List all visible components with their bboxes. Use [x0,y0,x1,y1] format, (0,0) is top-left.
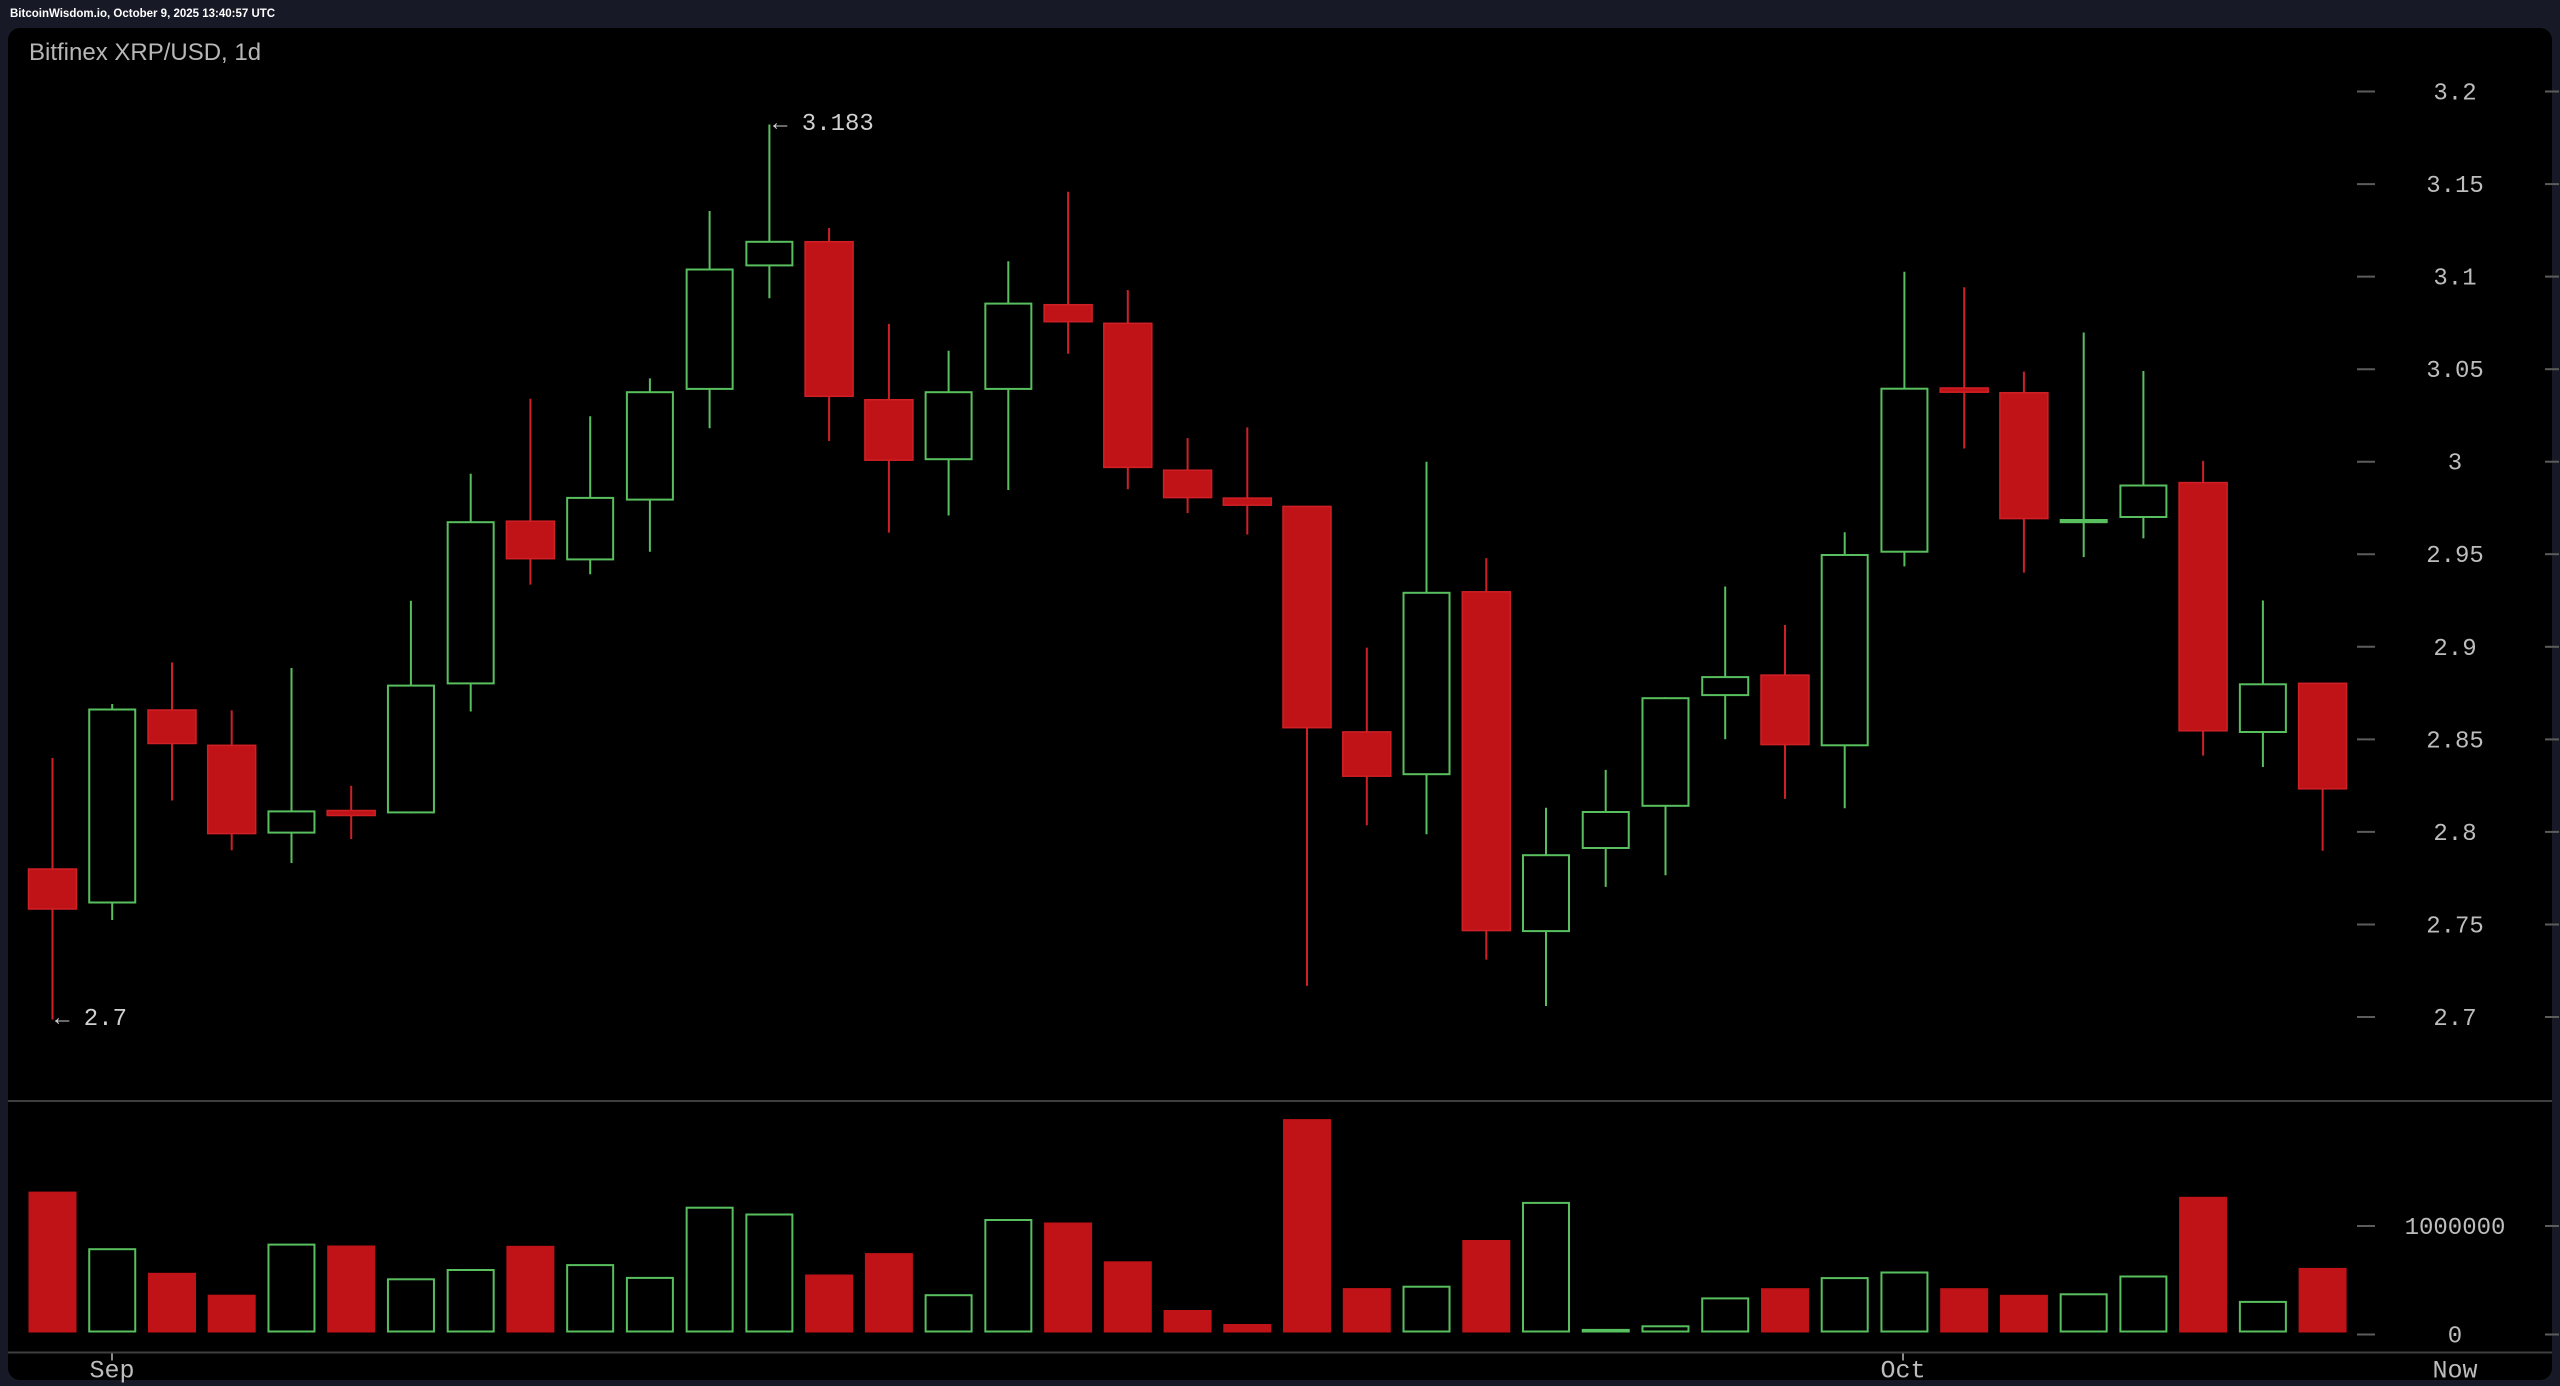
svg-text:Oct: Oct [1880,1357,1925,1386]
svg-text:BitcoinWisdom.io, October 9, 2: BitcoinWisdom.io, October 9, 2025 13:40:… [10,8,275,20]
svg-text:Bitfinex XRP/USD, 1d: Bitfinex XRP/USD, 1d [29,39,261,66]
svg-text:3.15: 3.15 [2426,173,2484,200]
svg-text:2.8: 2.8 [2433,821,2476,848]
svg-text:3.1: 3.1 [2433,266,2476,293]
svg-text:3.05: 3.05 [2426,358,2484,385]
svg-text:Now: Now [2432,1357,2477,1386]
svg-text:2.85: 2.85 [2426,728,2484,755]
svg-text:2.7: 2.7 [2433,1006,2476,1033]
svg-text:2.95: 2.95 [2426,543,2484,570]
svg-text:2.9: 2.9 [2433,636,2476,663]
svg-text:Sep: Sep [89,1357,134,1386]
svg-text:3.2: 3.2 [2433,81,2476,108]
svg-text:← 3.183: ← 3.183 [773,111,874,138]
svg-text:← 2.7: ← 2.7 [55,1006,127,1033]
svg-text:0: 0 [2448,1324,2462,1351]
svg-text:3: 3 [2448,451,2462,478]
svg-text:2.75: 2.75 [2426,914,2484,941]
svg-text:1000000: 1000000 [2405,1215,2506,1242]
